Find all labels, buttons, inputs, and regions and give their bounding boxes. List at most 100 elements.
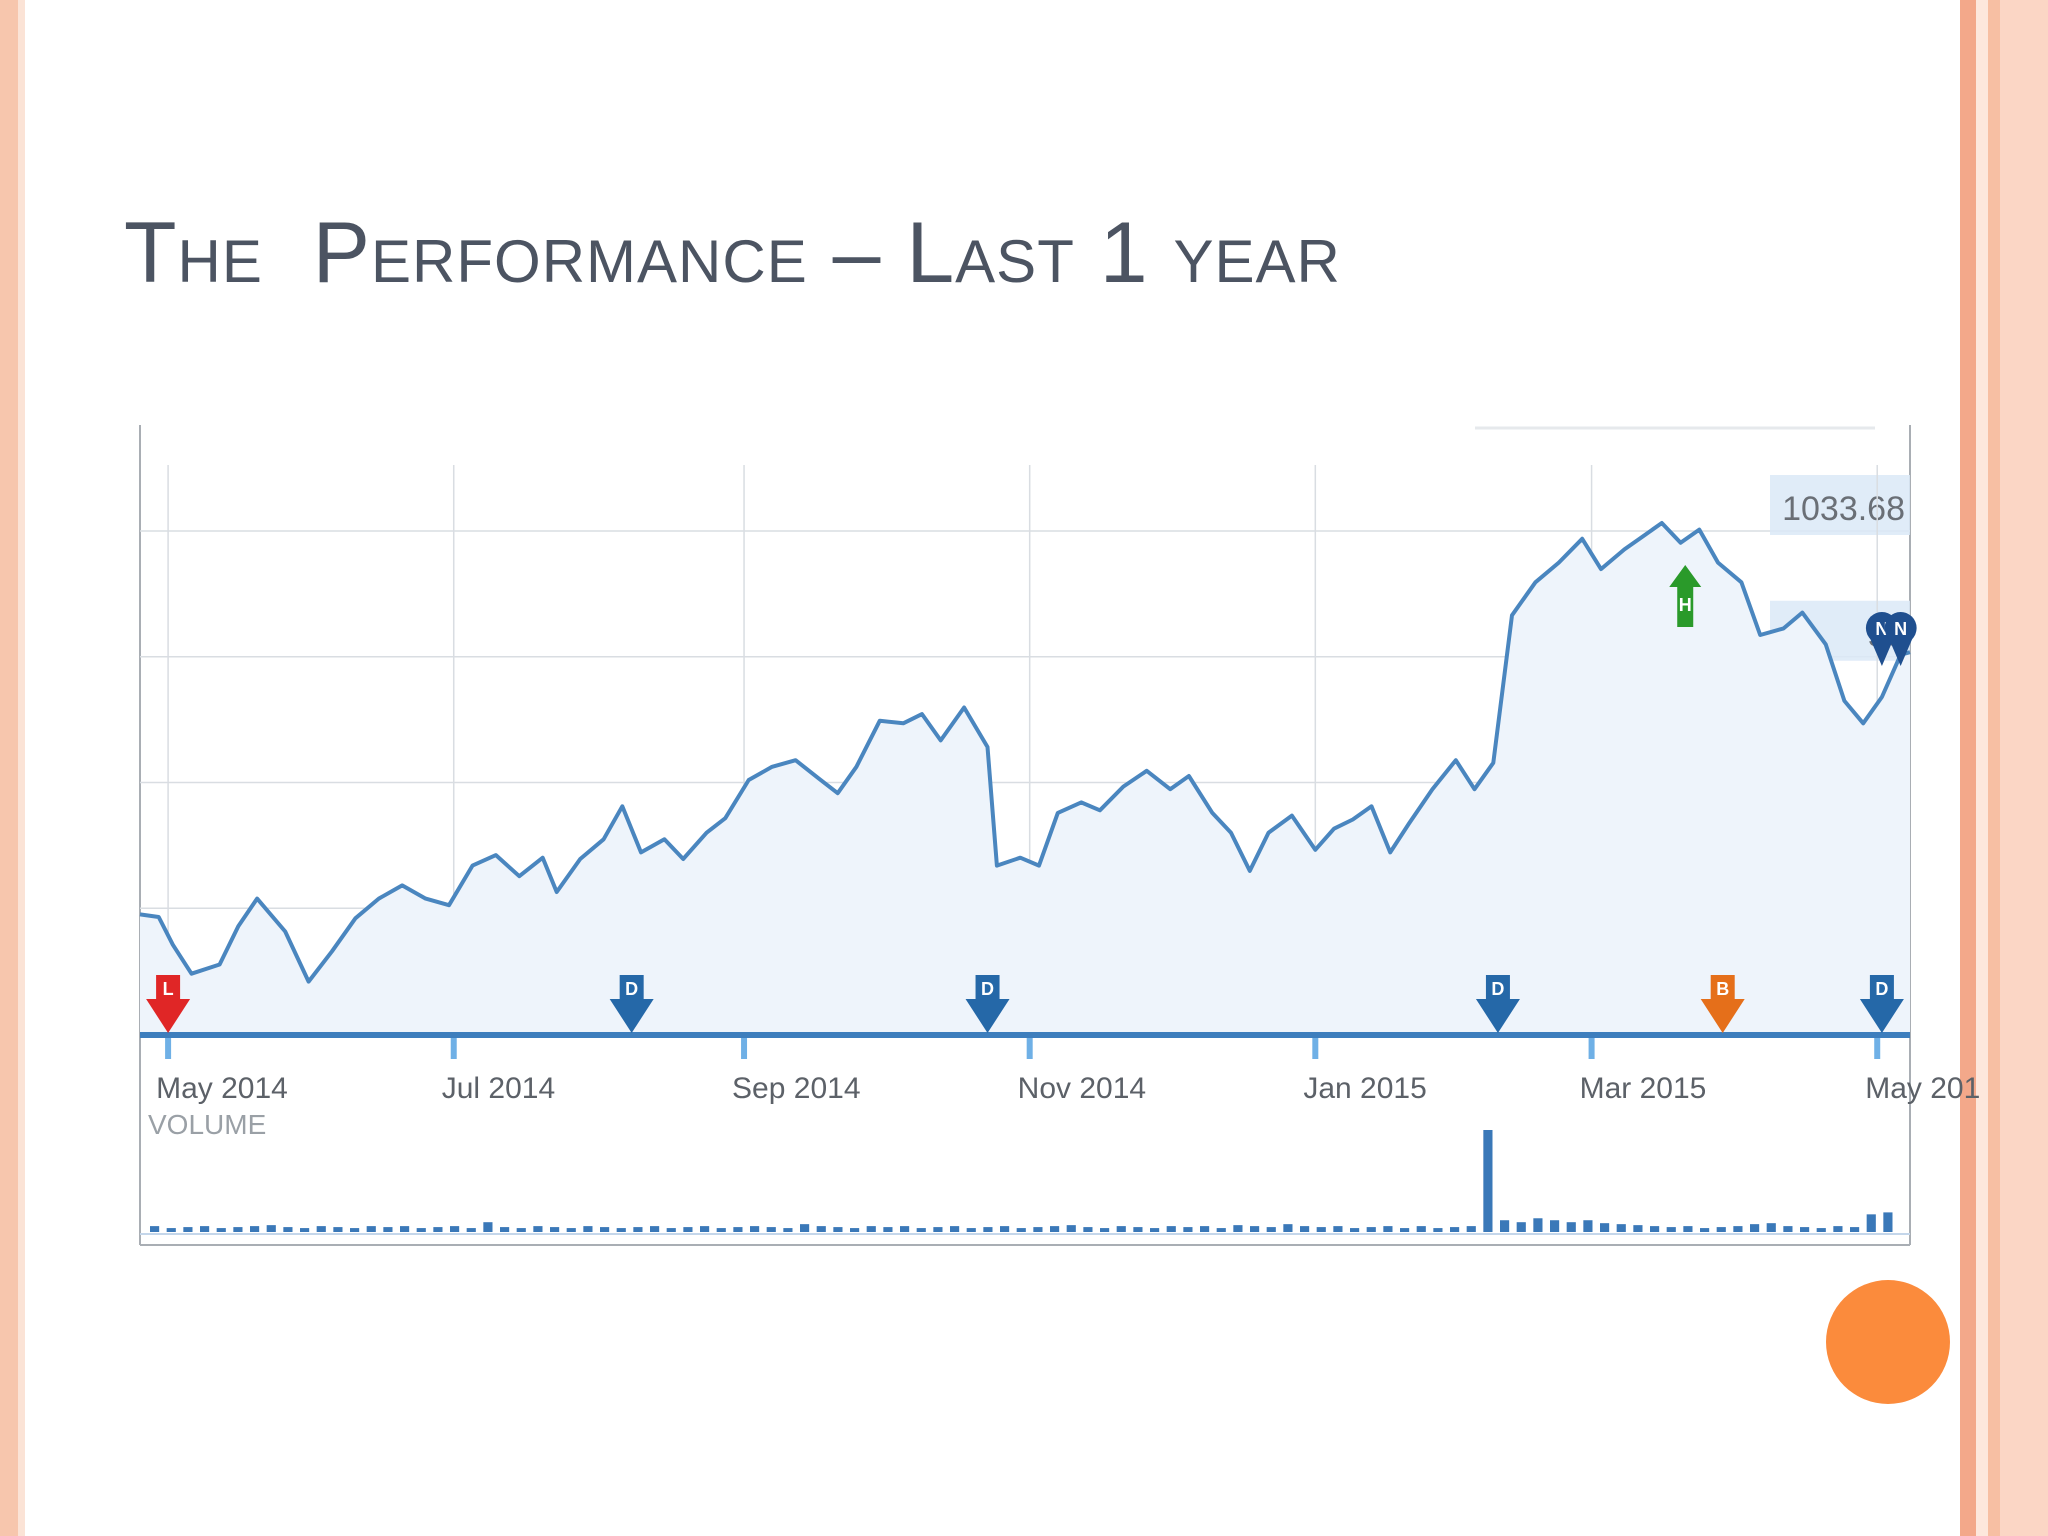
event-marker-pointer <box>146 999 191 1033</box>
volume-bar <box>1800 1227 1810 1232</box>
event-marker-pointer <box>1475 999 1520 1033</box>
volume-bar <box>1000 1226 1010 1232</box>
volume-bar <box>266 1225 276 1232</box>
volume-bar <box>1350 1228 1360 1232</box>
x-tick-label: Nov 2014 <box>1018 1072 1146 1105</box>
x-tick-label: Sep 2014 <box>732 1072 860 1105</box>
volume-bar <box>1433 1228 1443 1232</box>
volume-bar <box>550 1227 560 1232</box>
volume-bar <box>466 1228 476 1232</box>
volume-bar <box>500 1227 510 1232</box>
volume-bar <box>1083 1227 1093 1232</box>
volume-bar <box>600 1227 610 1232</box>
volume-bar <box>1116 1226 1126 1232</box>
x-tick-label: Jul 2014 <box>442 1072 555 1105</box>
slide-title: The Performance – Last 1 year <box>124 205 1341 301</box>
volume-bar <box>300 1228 310 1232</box>
volume-bar <box>216 1228 226 1232</box>
event-marker-letter: L <box>163 979 174 999</box>
event-marker-letter: B <box>1716 979 1729 999</box>
event-marker-letter: H <box>1679 595 1692 615</box>
event-marker-box <box>1485 975 1510 1001</box>
volume-bar <box>750 1226 760 1232</box>
volume-bar <box>1650 1226 1660 1232</box>
event-marker-l: L <box>146 975 191 1033</box>
volume-bar <box>583 1226 593 1232</box>
volume-bar <box>1216 1228 1226 1232</box>
volume-bar <box>1683 1226 1693 1232</box>
volume-bar <box>633 1227 643 1232</box>
volume-bar <box>1100 1228 1110 1232</box>
volume-bar <box>233 1227 243 1232</box>
volume-bar <box>533 1226 543 1232</box>
left-border-outer <box>0 0 18 1536</box>
right-border-stripe-3 <box>1988 0 2000 1536</box>
x-tick-label: Mar 2015 <box>1580 1072 1707 1105</box>
event-marker-d: D <box>1475 975 1520 1033</box>
volume-bar <box>1050 1226 1060 1232</box>
volume-bar <box>1550 1220 1560 1232</box>
event-marker-letter: D <box>625 979 638 999</box>
x-tick-label: Jan 2015 <box>1303 1072 1426 1105</box>
event-marker-d: D <box>1859 975 1904 1033</box>
event-marker-box <box>156 975 181 1001</box>
volume-bar <box>800 1224 810 1232</box>
volume-bar <box>566 1228 576 1232</box>
volume-bar <box>1333 1226 1343 1232</box>
volume-bar <box>166 1228 176 1232</box>
volume-bar <box>1533 1218 1543 1232</box>
volume-bar <box>1250 1226 1260 1232</box>
volume-bar <box>366 1226 376 1232</box>
volume-bar <box>283 1227 293 1232</box>
right-border-stripe-2 <box>1976 0 1988 1536</box>
volume-bar <box>1866 1214 1876 1232</box>
volume-bar <box>833 1227 843 1232</box>
volume-bar <box>316 1226 326 1232</box>
volume-bar <box>1200 1226 1210 1232</box>
volume-bar <box>1466 1226 1476 1232</box>
volume-bar <box>616 1228 626 1232</box>
event-marker-box <box>619 975 644 1001</box>
volume-bar <box>1483 1130 1493 1232</box>
event-marker-pointer <box>1888 638 1913 666</box>
left-border-inner <box>18 0 25 1536</box>
event-marker-pointer <box>1700 999 1745 1033</box>
volume-bar <box>716 1228 726 1232</box>
volume-bar <box>1666 1227 1676 1232</box>
event-marker-letter: D <box>1875 979 1888 999</box>
volume-bar <box>1633 1225 1643 1232</box>
volume-bar <box>1716 1227 1726 1232</box>
volume-bar <box>866 1226 876 1232</box>
decorative-orange-circle <box>1826 1280 1950 1404</box>
event-marker-pointer <box>965 999 1010 1033</box>
volume-bar <box>683 1227 693 1232</box>
x-tick-mark <box>741 1035 748 1059</box>
volume-bar <box>1300 1226 1310 1232</box>
volume-bar <box>1283 1224 1293 1232</box>
volume-bar <box>983 1227 993 1232</box>
volume-bar <box>1700 1228 1710 1232</box>
volume-bar <box>1233 1225 1243 1232</box>
right-border-stripe-1 <box>1960 0 1976 1536</box>
volume-bar <box>1016 1228 1026 1232</box>
volume-bar <box>333 1227 343 1232</box>
event-marker-letter: D <box>981 979 994 999</box>
volume-bar <box>1816 1228 1826 1232</box>
volume-bar <box>1616 1224 1626 1232</box>
event-marker-d: D <box>965 975 1010 1033</box>
volume-bar <box>850 1228 860 1232</box>
volume-bar <box>783 1228 793 1232</box>
volume-bar <box>1566 1222 1576 1232</box>
volume-bar <box>666 1228 676 1232</box>
volume-bar <box>933 1227 943 1232</box>
volume-bar <box>400 1226 410 1232</box>
volume-bar <box>416 1228 426 1232</box>
y-tick-label: 1033.68 <box>1782 490 1905 528</box>
volume-bar <box>1583 1220 1593 1232</box>
volume-bar <box>383 1227 393 1232</box>
volume-bar <box>733 1227 743 1232</box>
event-marker-pointer <box>609 999 654 1033</box>
event-marker-box <box>1710 975 1735 1001</box>
event-marker-d: D <box>609 975 654 1033</box>
volume-bar <box>1850 1227 1860 1232</box>
